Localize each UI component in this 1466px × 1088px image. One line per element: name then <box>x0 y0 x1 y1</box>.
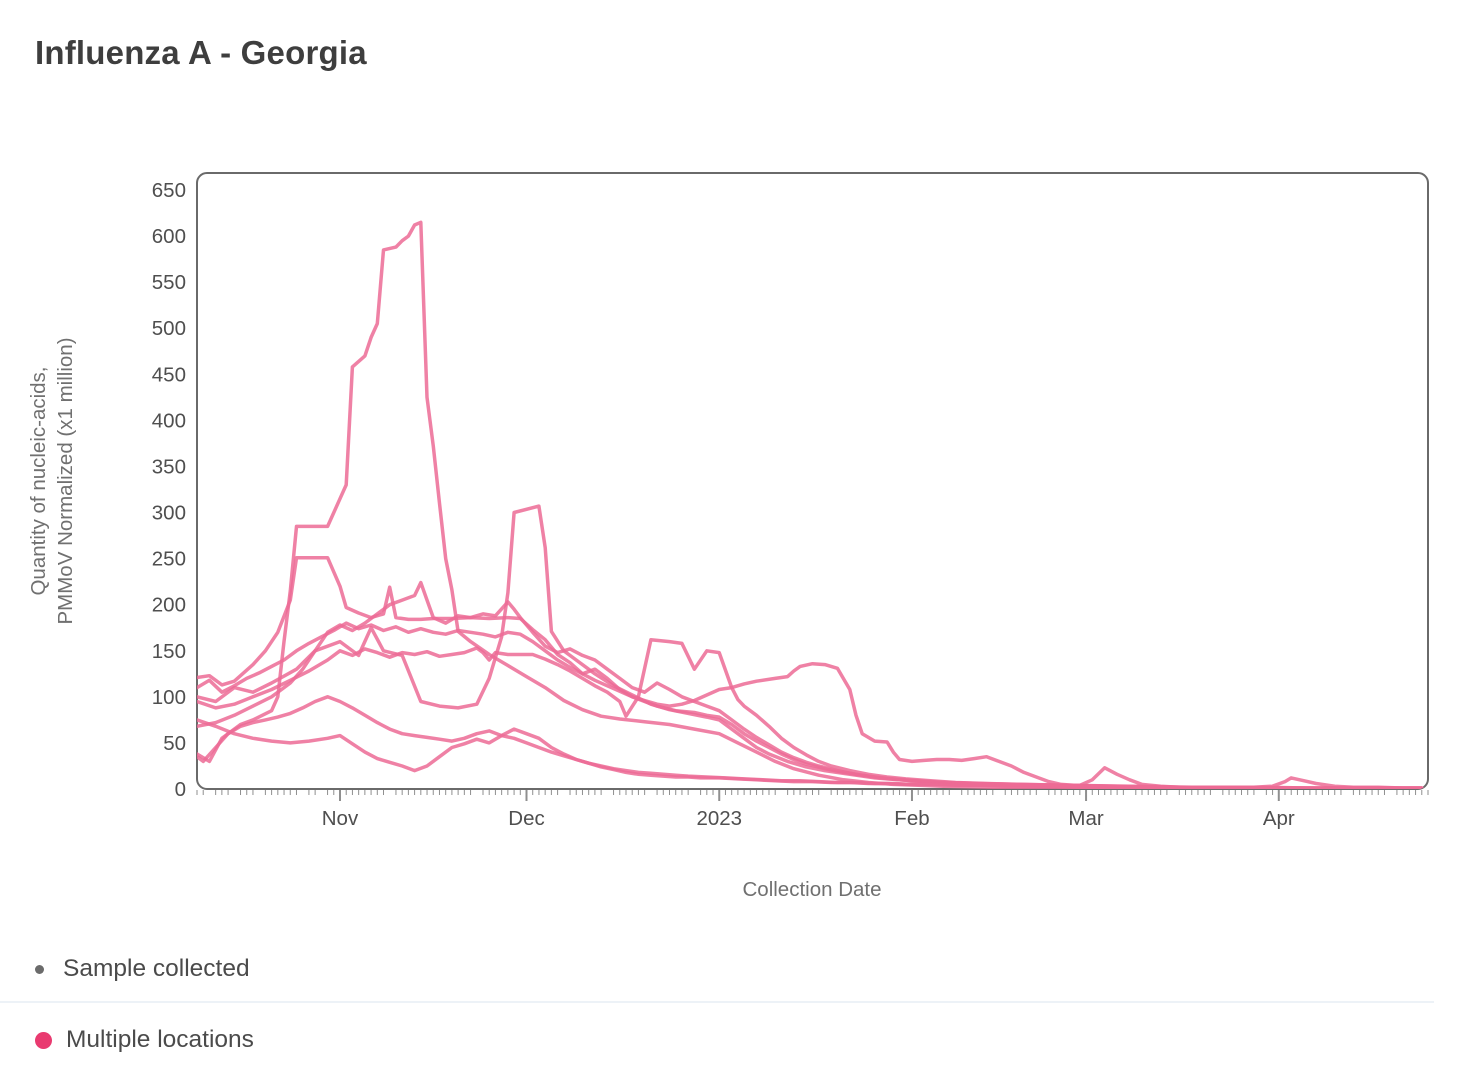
x-tick-label: 2023 <box>696 807 742 830</box>
series-line-6[interactable] <box>197 621 1424 789</box>
x-tick-label: Mar <box>1068 807 1103 830</box>
y-axis-title-line1: Quantity of nucleic-acids, <box>27 366 50 596</box>
y-tick-label: 350 <box>152 455 186 478</box>
x-tick-label: Nov <box>322 807 359 830</box>
multiple-locations-label: Multiple locations <box>66 1026 254 1053</box>
page-title: Influenza A - Georgia <box>35 34 367 71</box>
y-tick-label: 250 <box>152 548 186 571</box>
x-tick-label: Dec <box>508 807 544 830</box>
y-tick-label: 450 <box>152 363 186 386</box>
y-tick-label: 650 <box>152 179 186 202</box>
legend-divider <box>0 1001 1434 1003</box>
legend-row-multiple-locations: Multiple locations <box>35 1022 254 1058</box>
sample-collected-dot-icon <box>35 964 44 974</box>
series-line-8[interactable] <box>197 695 1424 789</box>
x-axis-title: Collection Date <box>742 878 882 901</box>
x-tick-label: Feb <box>894 807 929 830</box>
y-tick-label: 0 <box>175 778 186 801</box>
y-tick-label: 100 <box>152 686 186 709</box>
y-axis-title: Quantity of nucleic-acids, PMMoV Normali… <box>25 337 79 624</box>
y-tick-label: 600 <box>152 225 186 248</box>
y-tick-label: 300 <box>152 502 186 525</box>
chart-plot-svg: 0 50 100 150 200 250 300 350 400 450 500 550 600 650 N… <box>152 172 1429 830</box>
y-axis-title-line2: PMMoV Normalized (x1 million) <box>54 337 77 625</box>
y-tick-label: 400 <box>152 409 186 432</box>
y-tick-label: 500 <box>152 317 186 340</box>
series-line-5[interactable] <box>197 637 1424 789</box>
y-tick-label: 200 <box>152 594 186 617</box>
sample-collected-label: Sample collected <box>63 955 250 982</box>
x-tick-label: Apr <box>1263 807 1295 830</box>
y-tick-label: 150 <box>152 640 186 663</box>
y-tick-label: 50 <box>163 732 186 755</box>
multiple-locations-dot-icon <box>35 1031 52 1049</box>
y-tick-label: 550 <box>152 271 186 294</box>
series-group <box>197 220 1424 789</box>
legend-row-sample-collected: Sample collected <box>35 953 250 985</box>
